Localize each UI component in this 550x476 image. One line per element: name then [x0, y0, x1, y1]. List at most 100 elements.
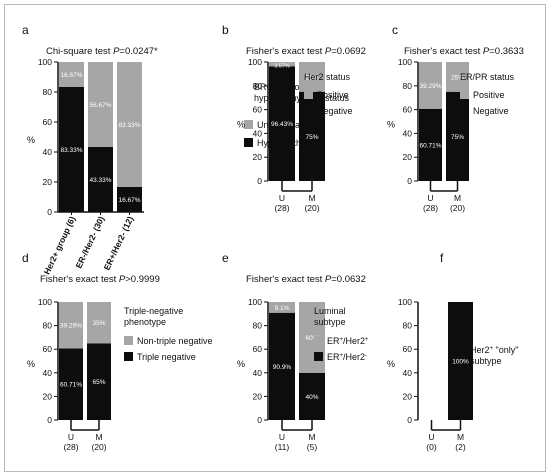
x-count-label: (20) — [91, 442, 106, 452]
y-tick-label: 0 — [257, 415, 262, 425]
bar-segment-triple-negative — [87, 343, 111, 420]
data-label: 9.1% — [275, 305, 290, 312]
y-tick-label: 100 — [398, 297, 412, 307]
data-label: 16.67% — [60, 72, 82, 79]
test-title: Fisher's exact test P=0.0632 — [246, 274, 366, 285]
panel-c: c Fisher's exact test P=0.3633 0 20 40 60 80 10… — [387, 23, 524, 213]
data-label: 25% — [305, 74, 318, 81]
bar-segment-positive — [419, 62, 442, 109]
panel-letter: f — [440, 251, 444, 265]
y-tick-label: 60 — [253, 344, 263, 354]
legend-swatch — [304, 106, 313, 115]
y-tick-label: 20 — [253, 152, 263, 162]
legend-title: phenotype — [124, 317, 166, 327]
x-tick-label: M — [308, 193, 315, 203]
y-axis-label: % — [27, 359, 35, 369]
y-tick-label: 20 — [403, 391, 413, 401]
y-axis-label: % — [27, 135, 35, 145]
data-label: 83.33% — [60, 147, 82, 154]
legend-swatch — [460, 90, 469, 99]
y-tick-label: 60 — [43, 344, 53, 354]
y-tick-label: 100 — [398, 57, 412, 67]
y-tick-label: 40 — [403, 128, 413, 138]
data-label: 39.29% — [419, 83, 441, 90]
y-tick-label: 40 — [43, 368, 53, 378]
test-title: Chi-square test P=0.0247* — [46, 46, 158, 57]
x-count-label: (20) — [304, 203, 319, 213]
y-axis-label: % — [237, 359, 245, 369]
bar-segment-non-triple-negative — [87, 302, 111, 344]
legend-label: Positive — [317, 90, 349, 100]
subtype-label: Her2+ "only" — [470, 345, 518, 355]
y-tick-label: 80 — [403, 321, 413, 331]
y-tick-label: 100 — [38, 297, 52, 307]
bar-segment-triple-negative — [59, 348, 83, 420]
bar-segment-negative — [419, 108, 442, 181]
data-label: 16.67% — [118, 197, 140, 204]
y-tick-label: 20 — [403, 152, 413, 162]
bar-segment-positive — [299, 62, 325, 92]
x-count-label: (20) — [450, 203, 465, 213]
x-count-label: (2) — [455, 442, 466, 452]
legend-title: Her2 status — [304, 72, 351, 82]
bar-segment-unmethylated — [117, 62, 142, 187]
bar-segment-hypermethylated — [59, 87, 84, 212]
y-tick-label: 40 — [403, 368, 413, 378]
y-tick-label: 80 — [253, 321, 263, 331]
data-label: 60.71% — [60, 382, 82, 389]
data-label: 35% — [92, 320, 105, 327]
legend-label: Positive — [473, 90, 505, 100]
y-tick-label: 0 — [407, 176, 412, 186]
x-tick-label: U — [279, 432, 285, 442]
panel-d: d Fisher's exact test P>0.9999 0 20 40 60 80 10… — [22, 251, 213, 452]
panel-letter: c — [392, 23, 398, 37]
panel-e: e Fisher's exact test P=0.0632 0 20 40 60 80 10… — [222, 251, 369, 452]
y-axis-label: % — [237, 120, 245, 130]
data-label: 75% — [305, 134, 318, 141]
legend-label: Non-triple negative — [137, 336, 213, 346]
y-tick-label: 20 — [43, 177, 53, 187]
data-label: 60% — [305, 335, 318, 342]
data-label: 56.67% — [89, 102, 111, 109]
y-tick-label: 0 — [47, 415, 52, 425]
data-label: 83.33% — [118, 122, 140, 129]
y-tick-label: 0 — [47, 207, 52, 217]
test-title: Fisher's exact test P>0.9999 — [40, 274, 160, 285]
y-tick-label: 20 — [253, 391, 263, 401]
y-tick-label: 40 — [253, 368, 263, 378]
data-label: 25% — [451, 74, 464, 81]
bar-segment-her2-only-subtype — [448, 302, 473, 420]
data-label: 3.57% — [274, 64, 290, 70]
x-count-label: (28) — [63, 442, 78, 452]
x-tick-label: U — [428, 432, 434, 442]
x-count-label: (28) — [274, 203, 289, 213]
y-tick-label: 60 — [43, 117, 53, 127]
y-axis-label: % — [387, 359, 395, 369]
y-tick-label: 40 — [253, 128, 263, 138]
y-axis-label: % — [387, 120, 395, 130]
x-tick-label: M — [454, 193, 461, 203]
data-label: 40% — [305, 394, 318, 401]
data-label: 43.33% — [89, 177, 111, 184]
y-tick-label: 80 — [43, 87, 53, 97]
bar-segment-er-her2- — [269, 302, 295, 313]
y-tick-label: 60 — [403, 344, 413, 354]
legend-label: Triple negative — [137, 352, 196, 362]
bar-segment-unmethylated — [88, 62, 113, 148]
legend-swatch — [244, 120, 253, 129]
bar-segment-non-triple-negative — [59, 302, 83, 349]
test-title: Fisher's exact test P=0.0692 — [246, 46, 366, 57]
legend-swatch — [314, 336, 323, 345]
data-label: 65% — [92, 379, 105, 386]
x-tick-label: M — [308, 432, 315, 442]
y-tick-label: 60 — [403, 105, 413, 115]
bar-segment-positive — [446, 62, 469, 92]
data-label: 75% — [451, 134, 464, 141]
y-tick-label: 100 — [248, 297, 262, 307]
legend-title: ER/PR status — [460, 72, 515, 82]
bar-segment-er-her2- — [269, 312, 295, 420]
panel-b: b Fisher's exact test P=0.0692 0 20 40 60 80 10… — [222, 23, 366, 213]
y-tick-label: 80 — [43, 321, 53, 331]
y-tick-label: 80 — [253, 81, 263, 91]
legend-swatch — [314, 352, 323, 361]
